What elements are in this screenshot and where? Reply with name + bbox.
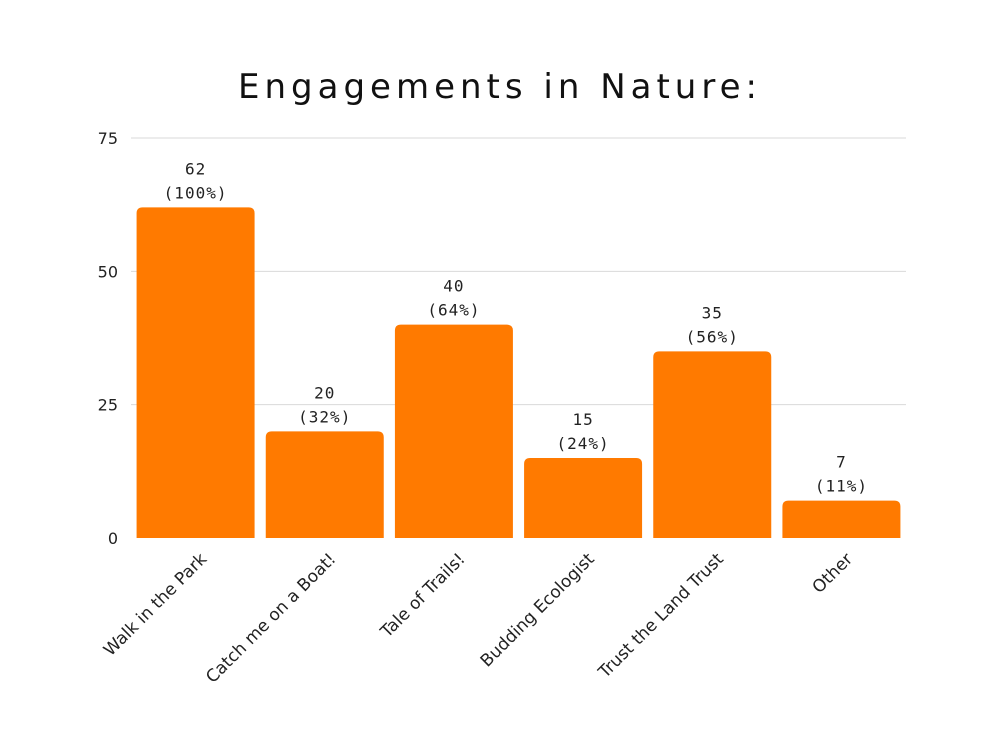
- bar: [394, 324, 513, 538]
- data-value-label: 40: [443, 277, 464, 296]
- data-percent-label: (24%): [556, 434, 609, 453]
- bar: [524, 458, 643, 538]
- data-percent-label: (11%): [815, 477, 868, 496]
- category-label: Budding Ecologist: [477, 549, 599, 671]
- data-value-label: 62: [185, 159, 206, 178]
- category-label: Trust the Land Trust: [594, 549, 728, 683]
- data-value-label: 7: [836, 453, 847, 472]
- bar: [265, 431, 384, 538]
- gridlines: [131, 137, 906, 406]
- category-label: Walk in the Park: [100, 549, 211, 660]
- category-label: Tale of Trails!: [376, 549, 469, 642]
- data-labels: 62 (100%) 20 (32%) 40 (64%) 15 (24%) 35 (56%) 7 (11…: [164, 159, 868, 496]
- y-tick-label: 75: [98, 129, 118, 148]
- y-axis-ticks: 0 25 50 75: [98, 129, 118, 548]
- bar: [653, 351, 772, 538]
- bar: [782, 500, 901, 538]
- data-percent-label: (32%): [298, 407, 351, 426]
- category-label: Other: [809, 549, 857, 597]
- data-value-label: 20: [314, 383, 335, 402]
- data-percent-label: (56%): [686, 327, 739, 346]
- y-tick-label: 0: [108, 529, 118, 548]
- data-value-label: 15: [572, 410, 593, 429]
- category-label: Catch me on a Boat!: [202, 549, 340, 687]
- y-tick-label: 50: [98, 262, 118, 281]
- data-percent-label: (64%): [427, 301, 480, 320]
- bars: [136, 207, 901, 539]
- bar: [136, 207, 255, 539]
- data-percent-label: (100%): [164, 183, 228, 202]
- data-value-label: 35: [702, 303, 723, 322]
- chart-title: Engagements in Nature:: [238, 67, 762, 107]
- y-tick-label: 25: [98, 396, 118, 415]
